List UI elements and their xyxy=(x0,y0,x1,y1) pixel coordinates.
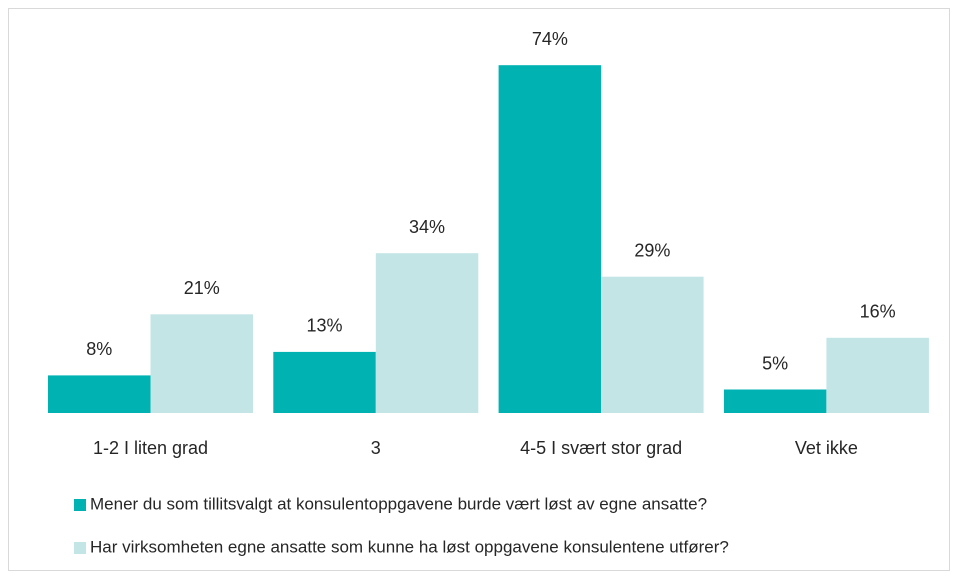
bar xyxy=(826,337,929,413)
data-label: 34% xyxy=(409,217,445,237)
legend-label: Mener du som tillitsvalgt at konsulentop… xyxy=(90,494,707,513)
legend-label: Har virksomheten egne ansatte som kunne … xyxy=(90,537,729,556)
x-tick-label: 3 xyxy=(371,438,381,458)
legend-swatch xyxy=(74,499,86,511)
legend-swatch xyxy=(74,542,86,554)
x-tick-label: 1-2 I liten grad xyxy=(93,438,208,458)
bar xyxy=(498,65,602,413)
bar xyxy=(48,375,151,413)
data-label: 21% xyxy=(184,278,220,298)
bar xyxy=(273,351,376,413)
bar xyxy=(375,253,479,413)
bar xyxy=(601,276,704,413)
data-label: 29% xyxy=(634,240,670,260)
x-tick-label: 4-5 I svært stor grad xyxy=(520,438,682,458)
data-label: 16% xyxy=(860,302,896,322)
data-label: 13% xyxy=(307,316,343,336)
data-label: 74% xyxy=(532,29,568,49)
bar xyxy=(723,389,827,413)
chart-border xyxy=(8,8,950,571)
x-tick-label: Vet ikke xyxy=(795,438,858,458)
data-label: 8% xyxy=(86,339,112,359)
bar xyxy=(150,314,253,413)
data-label: 5% xyxy=(762,353,788,373)
